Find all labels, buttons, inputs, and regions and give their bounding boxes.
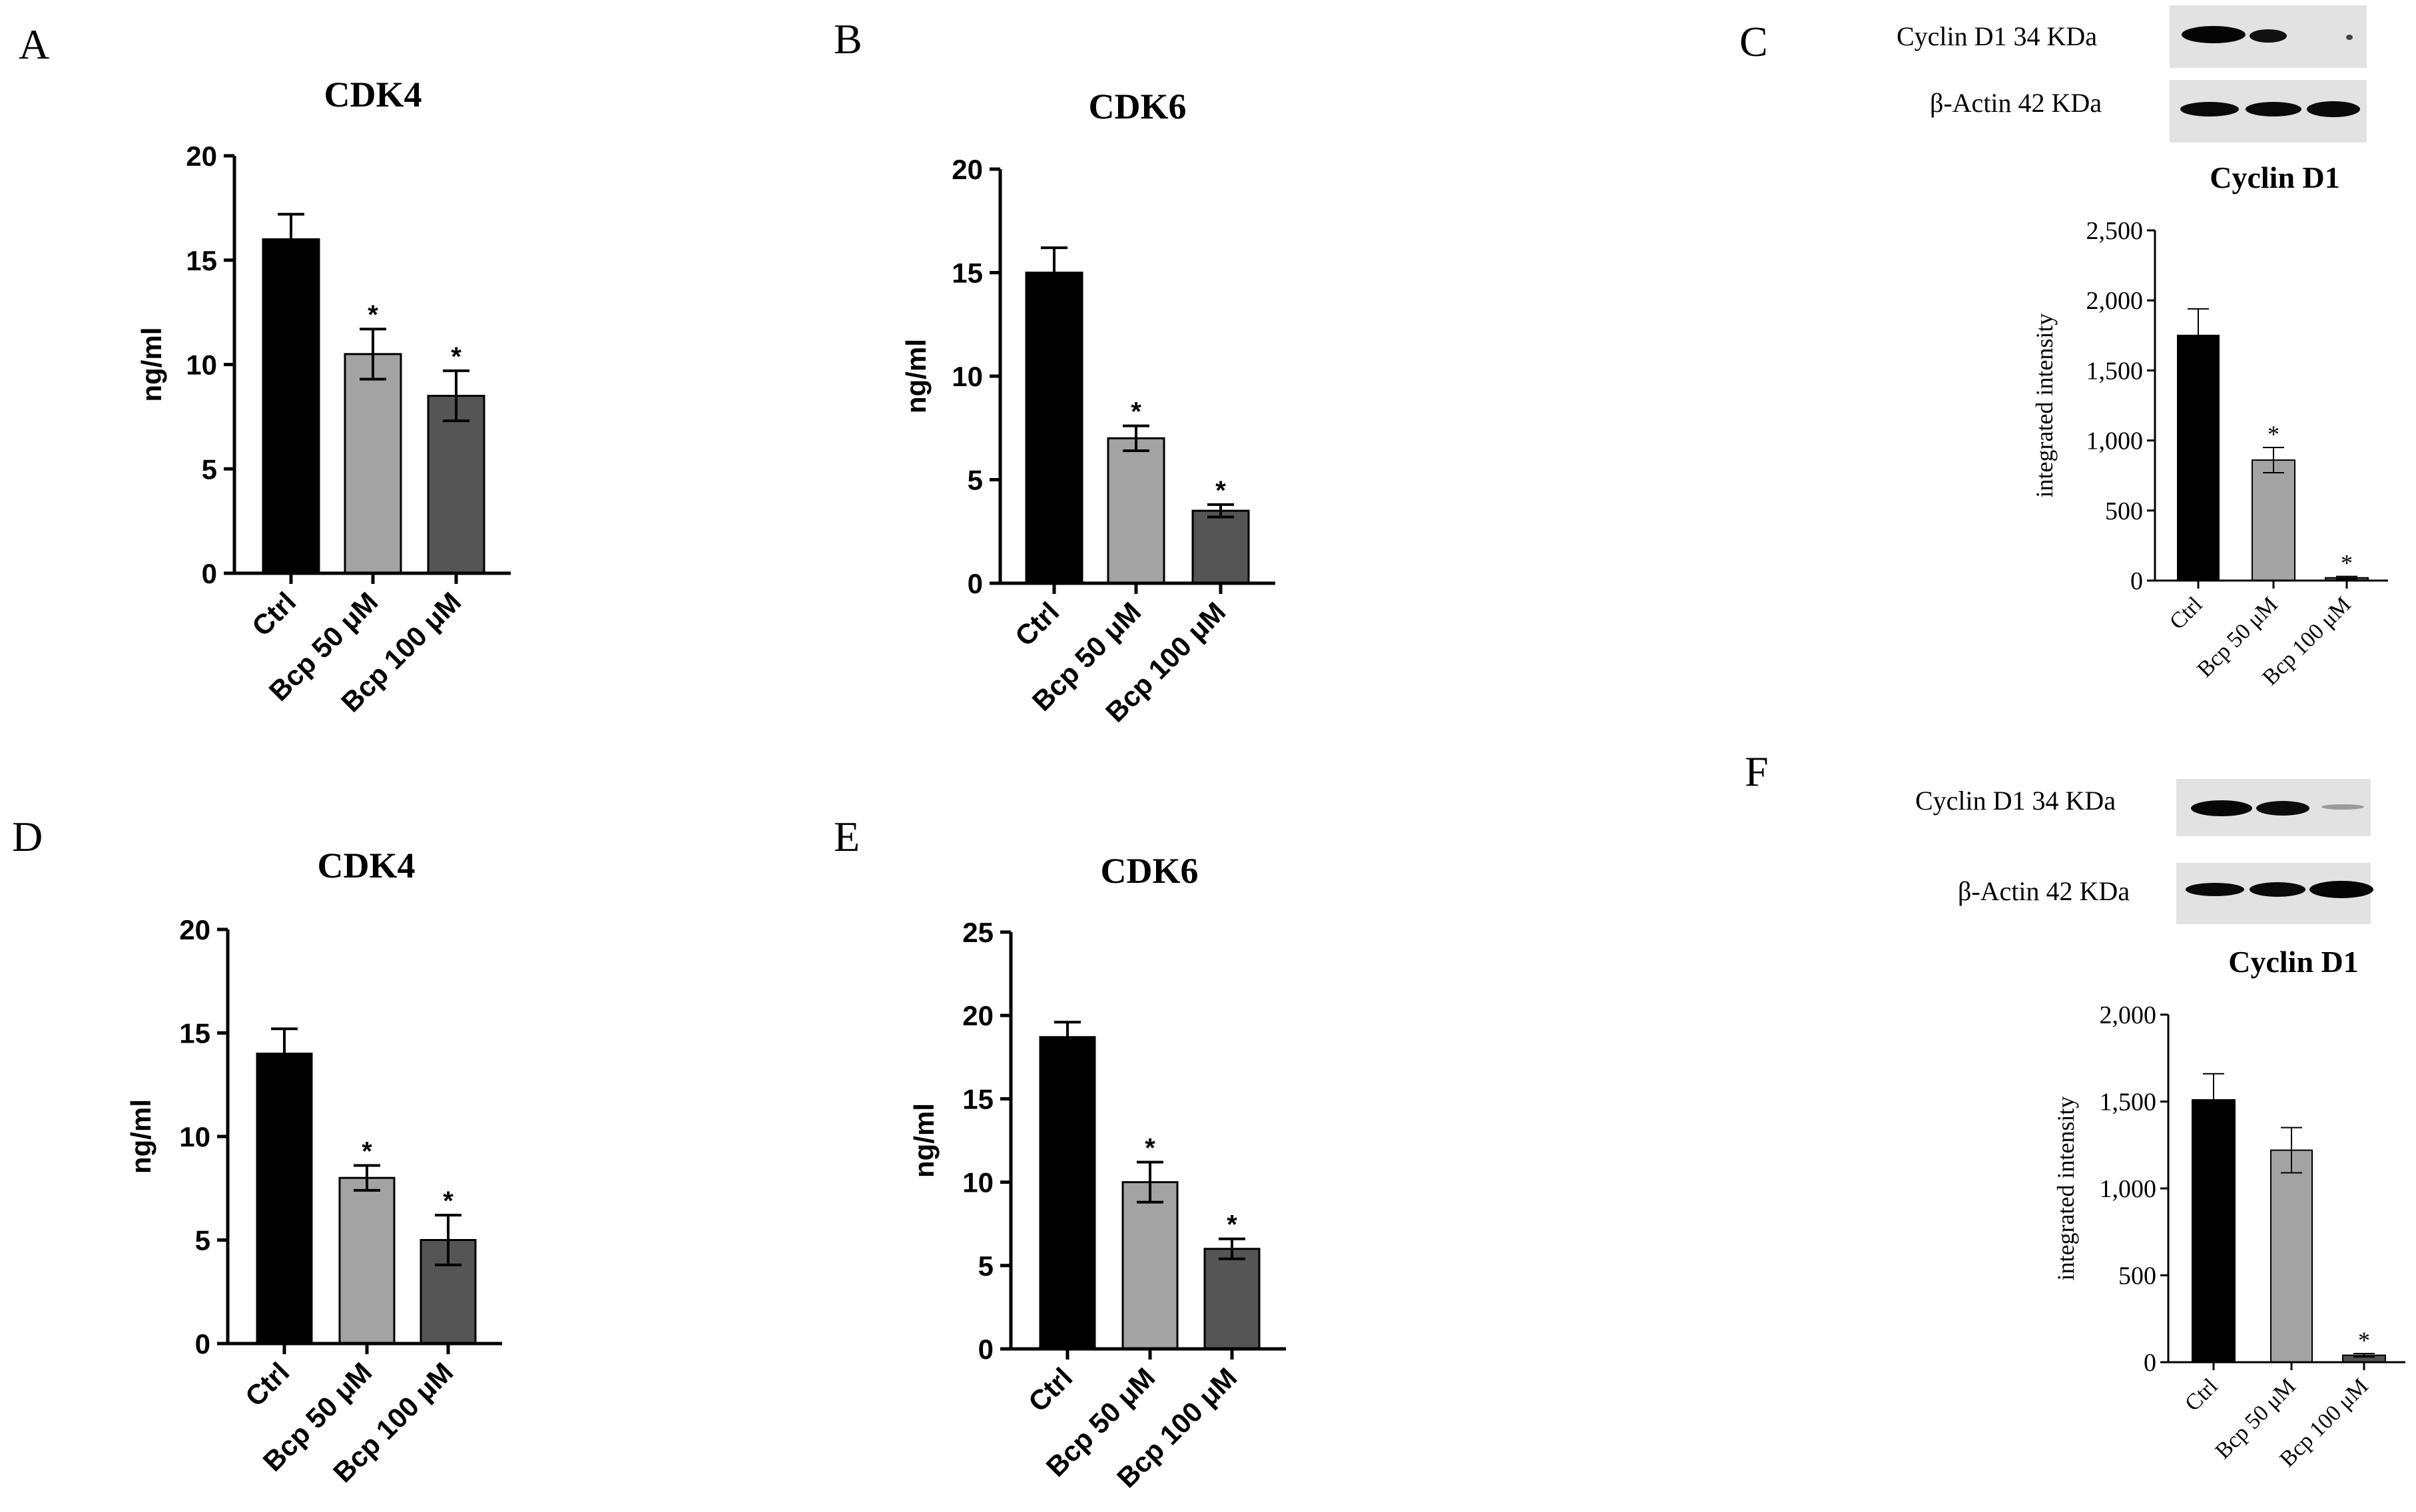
y-tick-label: 0 bbox=[2144, 1349, 2156, 1377]
significance-star-3: * bbox=[2358, 1327, 2370, 1354]
significance-star-2: * bbox=[362, 1137, 372, 1166]
bar-1 bbox=[256, 1053, 313, 1345]
bar-1 bbox=[262, 238, 320, 575]
chart-title: CDK6 bbox=[1101, 851, 1199, 891]
y-axis-label: ng/ml bbox=[900, 339, 932, 413]
chart-title: Cyclin D1 bbox=[2228, 945, 2359, 979]
blot-c-actin-band-3 bbox=[2307, 101, 2360, 117]
panel-letter-e: E bbox=[834, 813, 860, 860]
y-axis-label: integrated intensity bbox=[2031, 314, 2058, 498]
panel-letter-c: C bbox=[1739, 18, 1768, 65]
blot-f-label-cyclin: Cyclin D1 34 KDa bbox=[1915, 786, 2116, 816]
significance-star-2: * bbox=[368, 300, 378, 330]
blot-f-band-ctrl bbox=[2191, 800, 2252, 816]
y-tick-label: 15 bbox=[962, 1083, 994, 1115]
bar-1 bbox=[1025, 272, 1083, 585]
bar-3 bbox=[427, 395, 485, 575]
y-tick-label: 0 bbox=[195, 1328, 210, 1360]
bar-3 bbox=[1203, 1248, 1261, 1350]
significance-star-3: * bbox=[1227, 1210, 1237, 1240]
significance-star-2: * bbox=[1131, 397, 1141, 427]
y-axis-label: ng/ml bbox=[908, 1103, 940, 1178]
panel-letter-f: F bbox=[1745, 748, 1769, 795]
y-tick-label: 1,500 bbox=[2086, 357, 2144, 385]
bar-3 bbox=[1191, 509, 1250, 585]
panel-letter-d: D bbox=[12, 813, 43, 860]
bar-1 bbox=[2177, 334, 2220, 581]
y-tick-label: 500 bbox=[2105, 497, 2143, 525]
blot-c-actin-band-1 bbox=[2180, 102, 2239, 117]
chart-title: Cyclin D1 bbox=[2210, 160, 2340, 194]
y-axis-label: ng/ml bbox=[125, 1099, 156, 1174]
chart-title: CDK4 bbox=[318, 846, 416, 885]
blot-c-label-cyclin: Cyclin D1 34 KDa bbox=[1897, 21, 2097, 51]
western-blot-f: Cyclin D1 34 KDa β-Actin 42 KDa bbox=[1915, 779, 2373, 924]
y-tick-label: 2,000 bbox=[2086, 287, 2144, 315]
blot-c-band-bcp100 bbox=[2346, 35, 2353, 40]
bar-1 bbox=[1039, 1036, 1096, 1350]
y-tick-label: 20 bbox=[179, 914, 210, 945]
y-tick-label: 5 bbox=[195, 1225, 210, 1256]
y-tick-label: 0 bbox=[2130, 567, 2143, 595]
y-tick-label: 1,000 bbox=[2100, 1175, 2157, 1203]
y-tick-label: 5 bbox=[968, 465, 983, 496]
y-tick-label: 10 bbox=[179, 1121, 210, 1152]
y-tick-label: 20 bbox=[962, 1000, 994, 1031]
y-tick-label: 2,500 bbox=[2086, 217, 2144, 245]
blot-c-band-bcp50 bbox=[2250, 29, 2287, 43]
blot-f-band-bcp50 bbox=[2256, 801, 2309, 816]
significance-star-3: * bbox=[451, 342, 461, 372]
bar-2 bbox=[2252, 459, 2295, 582]
y-tick-label: 10 bbox=[186, 350, 217, 381]
blot-f-label-actin: β-Actin 42 KDa bbox=[1958, 876, 2130, 906]
blot-f-band-bcp100 bbox=[2321, 804, 2364, 810]
chart-title: CDK6 bbox=[1089, 87, 1187, 126]
bar-2 bbox=[1107, 437, 1165, 585]
y-tick-label: 0 bbox=[978, 1334, 994, 1365]
chart-title: CDK4 bbox=[324, 75, 422, 115]
y-tick-label: 15 bbox=[952, 258, 983, 289]
significance-star-3: * bbox=[443, 1186, 453, 1216]
significance-star-3: * bbox=[1215, 476, 1226, 505]
bar-2 bbox=[1121, 1181, 1179, 1350]
y-tick-label: 20 bbox=[186, 140, 217, 172]
blot-c-label-actin: β-Actin 42 KDa bbox=[1930, 88, 2102, 118]
y-tick-label: 5 bbox=[978, 1250, 994, 1282]
y-axis-label: ng/ml bbox=[136, 328, 167, 402]
y-tick-label: 5 bbox=[202, 453, 217, 485]
blot-c-actin-band-2 bbox=[2246, 102, 2301, 117]
significance-star-2: * bbox=[2267, 421, 2279, 447]
blot-f-actin-band-3 bbox=[2309, 881, 2373, 898]
y-tick-label: 500 bbox=[2118, 1262, 2156, 1290]
blot-f-actin-band-2 bbox=[2250, 882, 2305, 897]
blot-c-band-ctrl bbox=[2182, 26, 2246, 43]
panel-letter-a: A bbox=[19, 21, 49, 68]
y-tick-label: 1,500 bbox=[2100, 1089, 2157, 1117]
significance-star-3: * bbox=[2341, 550, 2353, 577]
y-tick-label: 25 bbox=[962, 917, 994, 948]
bar-2 bbox=[338, 1176, 396, 1345]
y-tick-label: 20 bbox=[952, 154, 983, 185]
significance-star-2: * bbox=[1145, 1134, 1155, 1163]
bar-2 bbox=[2270, 1149, 2313, 1363]
y-tick-label: 0 bbox=[968, 568, 983, 599]
y-tick-label: 2,000 bbox=[2100, 1001, 2157, 1029]
blot-f-actin-band-1 bbox=[2186, 883, 2244, 896]
western-blot-c: Cyclin D1 34 KDa β-Actin 42 KDa bbox=[1897, 5, 2367, 142]
y-tick-label: 10 bbox=[952, 361, 983, 392]
bar-2 bbox=[344, 353, 402, 575]
bar-1 bbox=[2192, 1099, 2236, 1363]
panel-letter-b: B bbox=[834, 15, 862, 63]
y-tick-label: 1,000 bbox=[2086, 427, 2144, 455]
y-tick-label: 0 bbox=[202, 558, 217, 589]
y-tick-label: 10 bbox=[962, 1167, 994, 1198]
y-tick-label: 15 bbox=[179, 1018, 210, 1049]
y-axis-label: integrated intensity bbox=[2052, 1097, 2079, 1281]
y-tick-label: 15 bbox=[186, 245, 217, 276]
